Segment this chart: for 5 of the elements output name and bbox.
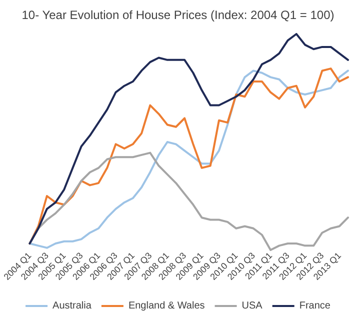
legend-label: England & Wales: [128, 300, 205, 312]
legend-label: Australia: [52, 300, 92, 312]
chart-title: 10- Year Evolution of House Prices (Index: 2004 Q1 = 100): [22, 8, 334, 22]
legend-label: France: [299, 300, 331, 312]
legend-label: USA: [242, 300, 263, 312]
